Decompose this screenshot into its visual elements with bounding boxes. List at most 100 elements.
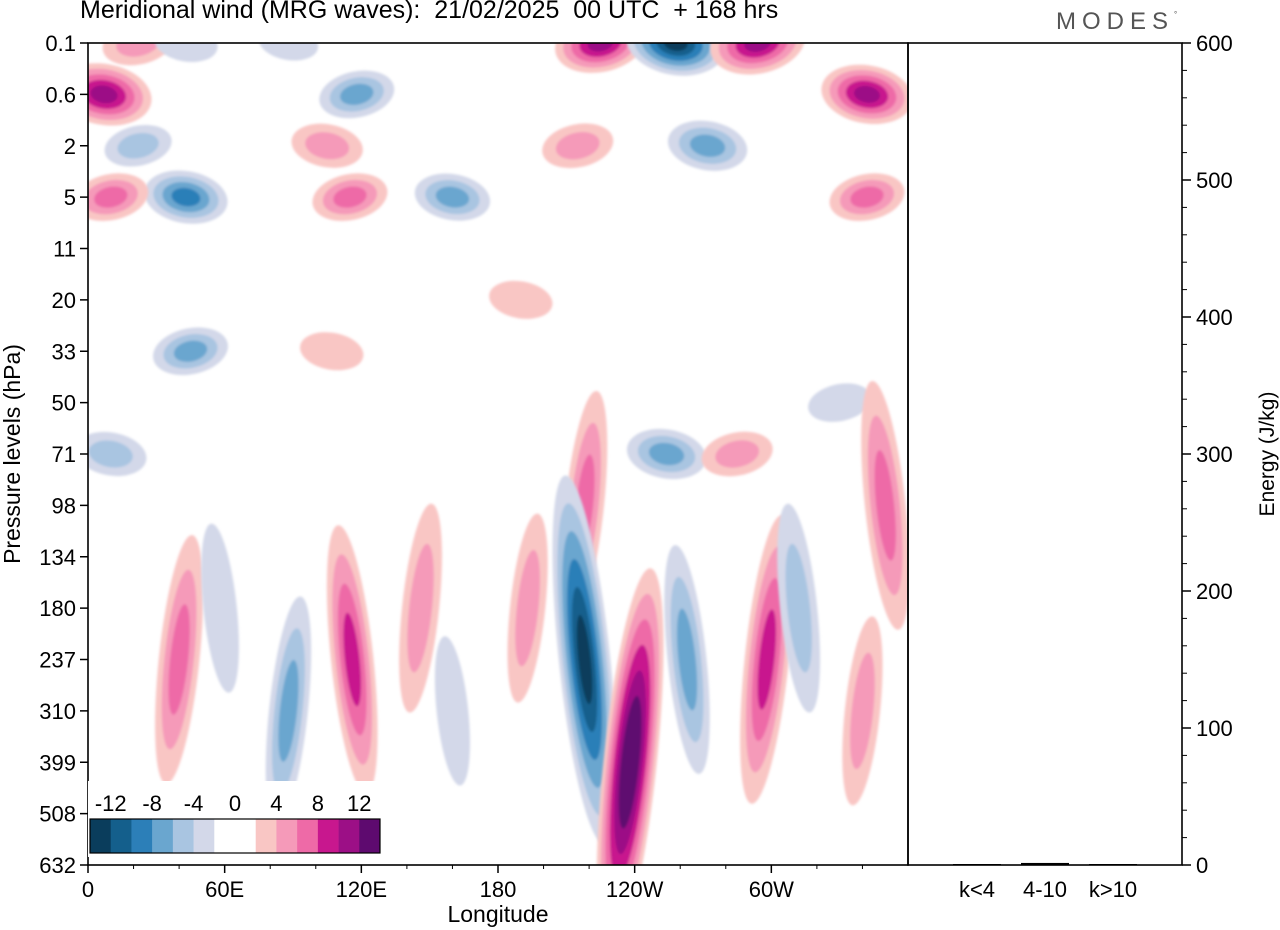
contour-band (258, 43, 319, 61)
wind-anomaly-cell (808, 383, 872, 422)
colorbar-label: -4 (184, 791, 204, 816)
contour-band (407, 543, 434, 673)
y-tick-label: 2 (64, 134, 76, 159)
contour-band (587, 43, 614, 52)
colorbar-swatch (317, 819, 339, 853)
colorbar-swatch (297, 819, 319, 853)
colorbar-swatch (276, 819, 298, 853)
contour-band (117, 132, 159, 159)
y-tick-label: 20 (52, 288, 76, 313)
colorbar-swatch (338, 819, 360, 853)
contour-band (676, 608, 698, 711)
y-tick-label: 508 (39, 802, 76, 827)
wind-anomaly-cell (664, 545, 710, 774)
energy-tick-label: 300 (1196, 442, 1233, 467)
wind-anomaly-cell (552, 475, 617, 844)
x-tick-label: 60W (749, 877, 794, 902)
y-tick-label: 50 (52, 391, 76, 416)
x-tick-label: 120E (336, 877, 387, 902)
wind-anomaly-cell (326, 525, 378, 794)
y-tick-label: 33 (52, 339, 76, 364)
pressure-axis: 0.1 0.6 2 5 11 20 33 50 71 98 134 180 237 310 399 508 63… (39, 31, 88, 878)
wind-anomaly-cell (399, 503, 442, 713)
contour-band (168, 604, 190, 715)
y-tick-label: 134 (39, 545, 76, 570)
contour-band (154, 43, 218, 63)
wind-anomaly-cell (489, 280, 553, 319)
y-tick-label: 0.6 (45, 82, 76, 107)
wind-anomaly-cell (153, 327, 228, 376)
contour-band (300, 332, 364, 371)
contour-band (515, 549, 540, 667)
contour-band (735, 43, 780, 58)
contour-band (808, 383, 872, 422)
y-axis-label: Pressure levels (hPa) (0, 344, 25, 564)
wind-anomaly-cell (626, 428, 707, 480)
colorbar-swatch (110, 819, 132, 853)
wind-anomaly-cell (88, 173, 149, 221)
colorbar-label: -12 (95, 791, 127, 816)
y-tick-label: 399 (39, 750, 76, 775)
energy-bar (1089, 864, 1137, 865)
wind-anomaly-cell (104, 124, 172, 167)
contour-band (94, 186, 128, 208)
contour-band (854, 85, 880, 103)
colorbar-label: 0 (229, 791, 241, 816)
wind-anomaly-cell (319, 70, 395, 119)
wind-anomaly-cell (667, 120, 748, 171)
colorbar-legend: -12 -8 -4 0 4 8 12 (88, 781, 382, 857)
y-tick-label: 237 (39, 648, 76, 673)
contour-band (656, 43, 696, 56)
colorbar-label: 12 (347, 791, 371, 816)
energy-axis-label: Energy (J/kg) (1256, 392, 1279, 517)
wind-anomaly-cell (154, 43, 218, 63)
wind-anomaly-cell (258, 43, 319, 61)
colorbar-swatch (193, 819, 215, 853)
wind-anomaly-cell (265, 596, 312, 826)
wind-anomaly-cell (291, 123, 363, 168)
colorbar-outline (89, 818, 381, 854)
modes-logo: MODES° (1056, 8, 1177, 36)
wind-anomaly-cell (596, 568, 664, 865)
energy-tick-label: 0 (1196, 853, 1208, 878)
wind-anomaly-cell (300, 332, 364, 371)
energy-axis: 0 100 200 300 400 500 600 (1182, 31, 1233, 878)
contour-band (88, 440, 133, 468)
wind-anomaly-cell (414, 173, 491, 221)
energy-tick-label: 500 (1196, 168, 1233, 193)
contour-band (434, 636, 471, 786)
energy-tick-label: 200 (1196, 579, 1233, 604)
energy-bar (953, 864, 1001, 865)
contour-band (648, 442, 685, 466)
y-tick-label: 632 (39, 853, 76, 878)
energy-category-label: k>10 (1089, 877, 1137, 902)
y-tick-label: 11 (53, 237, 76, 262)
contour-band (201, 523, 239, 693)
colorbar-swatch (152, 819, 174, 853)
wind-anomaly-cell (701, 431, 773, 477)
wind-anomaly-cell (102, 43, 174, 66)
x-tick-label: 180 (480, 877, 517, 902)
contour-band (102, 43, 174, 66)
contour-band (689, 134, 726, 157)
contour-band (874, 450, 896, 561)
x-tick-label: 0 (82, 877, 94, 902)
energy-category-label: 4-10 (1023, 877, 1067, 902)
colorbar-swatch (214, 819, 236, 853)
contour-band (489, 280, 553, 319)
logo-mark: ° (1174, 10, 1178, 19)
x-tick-label: 60E (205, 877, 244, 902)
wind-anomaly-cell (842, 616, 883, 806)
energy-tick-label: 100 (1196, 716, 1233, 741)
heatmap-field-layer (88, 43, 908, 865)
wind-anomaly-cell (861, 381, 908, 630)
y-tick-label: 310 (39, 699, 76, 724)
contour-band (173, 340, 208, 362)
contour-band (333, 186, 367, 208)
colorbar-swatch (90, 819, 112, 853)
contour-band (305, 132, 350, 160)
chart-title: Meridional wind (MRG waves): 21/02/2025 … (80, 0, 779, 24)
contour-band (90, 85, 118, 104)
contour-band (435, 186, 470, 208)
